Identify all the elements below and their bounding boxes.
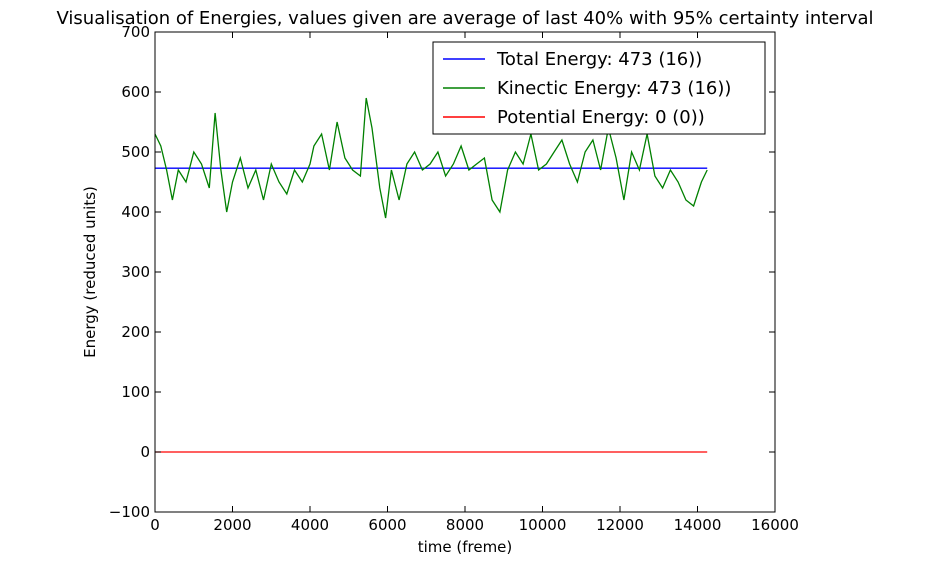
legend: Total Energy: 473 (16)) Kinectic Energy: … bbox=[432, 41, 766, 135]
y-tick-label: 400 bbox=[121, 203, 150, 221]
y-axis-label: Energy (reduced units) bbox=[81, 186, 99, 358]
x-tick-label: 0 bbox=[150, 516, 160, 534]
y-tick-label: 500 bbox=[121, 143, 150, 161]
x-tick-label: 12000 bbox=[596, 516, 644, 534]
x-tick-label: 8000 bbox=[446, 516, 484, 534]
x-tick-label: 14000 bbox=[674, 516, 722, 534]
x-tick-label: 4000 bbox=[291, 516, 329, 534]
y-tick-label: 600 bbox=[121, 83, 150, 101]
y-tick-label: 300 bbox=[121, 263, 150, 281]
legend-entry-label: Total Energy: 473 (16)) bbox=[496, 49, 702, 70]
legend-entry-label: Kinectic Energy: 473 (16)) bbox=[497, 78, 731, 99]
x-tick-label: 6000 bbox=[368, 516, 406, 534]
chart-title: Visualisation of Energies, values given … bbox=[56, 8, 873, 29]
y-tick-label: 200 bbox=[121, 323, 150, 341]
tick-layer: 0 2000 4000 6000 8000 10000 12000 14000 16000−10… bbox=[109, 23, 799, 534]
y-tick-label: 100 bbox=[121, 383, 150, 401]
x-tick-label: 16000 bbox=[751, 516, 799, 534]
series-line-2 bbox=[154, 97, 708, 219]
legend-box bbox=[432, 41, 766, 135]
x-axis-label: time (freme) bbox=[418, 538, 513, 556]
y-tick-label: 700 bbox=[121, 23, 150, 41]
x-tick-label: 2000 bbox=[213, 516, 251, 534]
series-layer bbox=[154, 97, 708, 453]
y-tick-label: −100 bbox=[109, 503, 150, 521]
x-tick-label: 10000 bbox=[519, 516, 567, 534]
y-tick-label: 0 bbox=[140, 443, 150, 461]
legend-entry-label: Potential Energy: 0 (0)) bbox=[497, 107, 705, 128]
